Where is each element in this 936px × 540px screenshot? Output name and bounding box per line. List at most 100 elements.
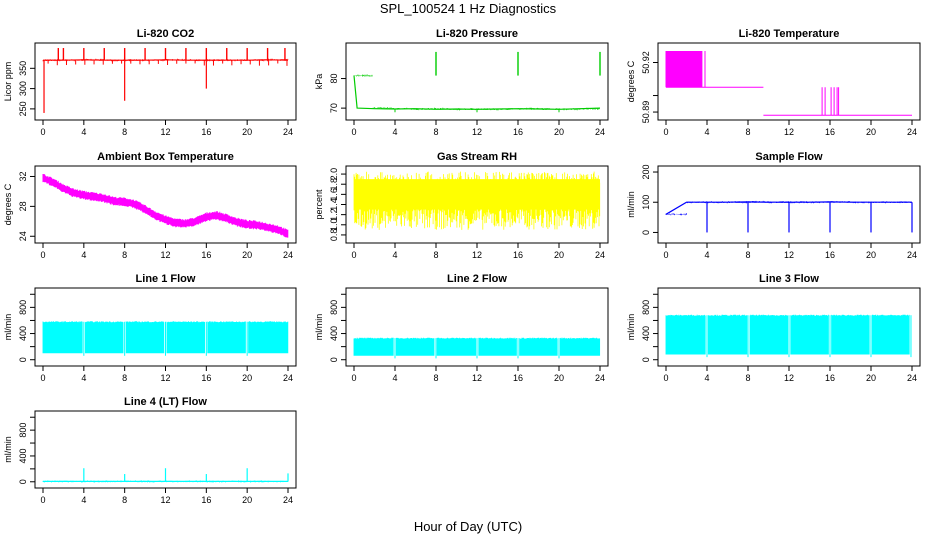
y-tick-label: 0 xyxy=(18,357,28,362)
y-tick-label: 250 xyxy=(18,101,28,116)
panel-ylabel: ml/min xyxy=(626,314,636,341)
data-layer xyxy=(353,51,601,113)
panel-title: Gas Stream RH xyxy=(437,151,517,163)
y-tick-label: 1.8 xyxy=(329,178,339,191)
x-tick-label: 24 xyxy=(907,127,917,137)
panel-7: Line 1 Flow ml/min 0 4 8 12 16 20 24 0 400 800 xyxy=(3,273,297,383)
panel-title: Ambient Box Temperature xyxy=(97,151,234,163)
x-tick-label: 0 xyxy=(40,495,45,505)
plot-frame xyxy=(34,165,297,244)
panel-1: Li-820 CO2 Licor ppm 0 4 8 12 16 20 24 250 300 350 xyxy=(3,28,297,137)
x-tick-label: 24 xyxy=(283,373,293,383)
x-tick-label: 8 xyxy=(122,127,127,137)
y-tick-label: 28 xyxy=(18,201,28,211)
x-tick-label: 0 xyxy=(40,373,45,383)
y-tick-label: 200 xyxy=(641,165,651,180)
x-tick-label: 16 xyxy=(513,373,523,383)
x-tick-label: 12 xyxy=(160,373,170,383)
data-layer xyxy=(42,468,289,483)
x-tick-label: 4 xyxy=(81,495,86,505)
y-tick-label: 800 xyxy=(18,300,28,315)
x-tick-label: 24 xyxy=(907,373,917,383)
y-tick-label: 400 xyxy=(18,326,28,341)
panel-9: Line 3 Flow ml/min 0 4 8 12 16 20 24 0 400 800 xyxy=(626,273,921,383)
y-tick-label: 0 xyxy=(18,479,28,484)
x-tick-label: 12 xyxy=(472,250,482,260)
x-tick-label: 24 xyxy=(907,250,917,260)
x-tick-label: 0 xyxy=(40,250,45,260)
panel-10: Line 4 (LT) Flow ml/min 0 4 8 12 16 20 24 0 400 800 xyxy=(3,396,297,505)
x-tick-label: 4 xyxy=(81,127,86,137)
y-tick-label: 2.0 xyxy=(329,168,339,181)
panel-5: Gas Stream RH percent 0 4 8 12 16 20 24 0.81.01.2… xyxy=(314,151,609,260)
y-tick-label: 400 xyxy=(18,448,28,463)
panel-title: Line 3 Flow xyxy=(759,273,819,285)
panel-title: Li-820 Temperature xyxy=(739,28,840,40)
y-tick-label: 0 xyxy=(329,357,339,362)
panel-ylabel: percent xyxy=(314,189,324,220)
x-tick-label: 0 xyxy=(351,250,356,260)
x-tick-label: 4 xyxy=(704,373,709,383)
x-tick-label: 8 xyxy=(122,495,127,505)
x-tick-label: 4 xyxy=(81,250,86,260)
x-tick-label: 0 xyxy=(663,373,668,383)
y-tick-label: 0 xyxy=(641,230,651,235)
x-tick-label: 20 xyxy=(554,373,564,383)
x-tick-label: 4 xyxy=(392,250,397,260)
x-tick-label: 0 xyxy=(663,127,668,137)
data-layer xyxy=(665,200,913,233)
x-tick-label: 0 xyxy=(351,373,356,383)
y-tick-label: 1.2 xyxy=(329,208,339,221)
panel-title: Li-820 CO2 xyxy=(137,28,194,40)
panel-title: Line 1 Flow xyxy=(136,273,196,285)
y-tick-label: 50.89 xyxy=(641,101,651,124)
flow-band xyxy=(665,314,910,355)
series-jitter xyxy=(353,74,600,111)
x-tick-label: 12 xyxy=(160,250,170,260)
x-tick-label: 20 xyxy=(866,250,876,260)
x-tick-label: 24 xyxy=(283,127,293,137)
y-tick-label: 32 xyxy=(18,171,28,181)
x-tick-label: 24 xyxy=(595,373,605,383)
x-tick-label: 20 xyxy=(242,250,252,260)
x-tick-label: 12 xyxy=(472,373,482,383)
panel-2: Li-820 Pressure kPa 0 4 8 12 16 20 24 70 80 xyxy=(314,28,609,137)
y-tick-label: 800 xyxy=(329,300,339,315)
x-tick-label: 8 xyxy=(433,373,438,383)
y-tick-label: 800 xyxy=(18,423,28,438)
panel-ylabel: kPa xyxy=(314,74,324,90)
panel-title: Line 2 Flow xyxy=(447,273,507,285)
y-tick-label: 1.6 xyxy=(329,188,339,201)
x-tick-label: 20 xyxy=(554,127,564,137)
y-tick-label: 24 xyxy=(18,231,28,241)
x-tick-label: 12 xyxy=(784,250,794,260)
x-tick-label: 16 xyxy=(201,127,211,137)
panel-ylabel: ml/min xyxy=(314,314,324,341)
panel-ylabel: ml/min xyxy=(3,436,13,463)
x-tick-label: 8 xyxy=(122,250,127,260)
x-tick-label: 20 xyxy=(866,127,876,137)
y-tick-label: 0.8 xyxy=(329,229,339,242)
series-line xyxy=(353,75,601,110)
y-tick-label: 100 xyxy=(641,195,651,210)
panel-ylabel: degrees C xyxy=(626,60,636,102)
x-tick-label: 8 xyxy=(745,127,750,137)
x-tick-label: 0 xyxy=(40,127,45,137)
x-tick-label: 8 xyxy=(745,373,750,383)
x-tick-label: 0 xyxy=(663,250,668,260)
figure-xlabel: Hour of Day (UTC) xyxy=(414,519,522,534)
data-layer xyxy=(665,314,912,358)
panel-ylabel: ml/min xyxy=(3,314,13,341)
panel-title: Li-820 Pressure xyxy=(436,28,518,40)
y-tick-label: 0 xyxy=(641,357,651,362)
x-tick-label: 20 xyxy=(866,373,876,383)
panel-ylabel: degrees C xyxy=(3,183,13,225)
x-tick-label: 8 xyxy=(745,250,750,260)
x-tick-label: 12 xyxy=(784,373,794,383)
x-tick-label: 4 xyxy=(81,373,86,383)
x-tick-label: 24 xyxy=(595,127,605,137)
data-layer xyxy=(42,321,289,356)
panel-3: Li-820 Temperature degrees C 0 4 8 12 16 20 24 50… xyxy=(626,28,921,137)
panel-4: Ambient Box Temperature degrees C 0 4 8 12 16 2… xyxy=(3,151,297,260)
